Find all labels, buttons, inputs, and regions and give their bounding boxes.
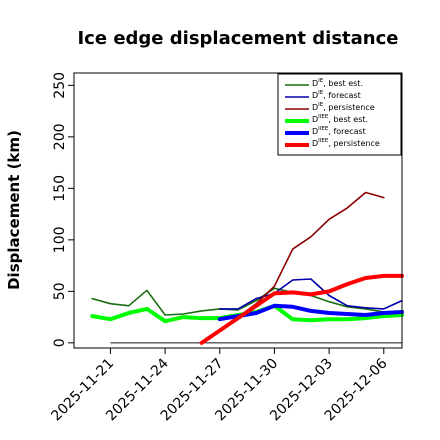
legend-entry: DIIEE, persistence — [312, 138, 380, 148]
y-tick-label: 0 — [52, 338, 68, 347]
y-tick-label: 100 — [52, 226, 68, 253]
series-line-1 — [91, 287, 403, 316]
legend-label: DIIEE, forecast — [312, 126, 366, 136]
series-line-2 — [219, 278, 403, 310]
legend-label: DIIEE, persistence — [312, 138, 380, 148]
legend-label: DIE, forecast — [312, 90, 361, 100]
y-tick-label: 250 — [52, 72, 68, 99]
legend-entry: DIE, best est. — [312, 78, 363, 88]
series-line-5 — [217, 303, 404, 322]
legend-entry: DIE, persistence — [312, 102, 375, 112]
y-axis-label: Displacement (km) — [5, 130, 23, 290]
legend-entry: DIIEE, forecast — [312, 126, 366, 136]
y-tick-label: 200 — [52, 123, 68, 150]
plot-area — [90, 191, 404, 345]
legend: DIE, best est. DIE, forecast DIE, persiste… — [277, 73, 402, 156]
legend-entry: DIE, forecast — [312, 90, 361, 100]
series-line-6 — [199, 273, 404, 345]
legend-entry: DIIEE, best est. — [312, 114, 369, 124]
legend-label: DIE, persistence — [312, 102, 375, 112]
legend-label: DIIEE, best est. — [312, 114, 369, 124]
plot-frame — [73, 72, 403, 349]
legend-label: DIE, best est. — [312, 78, 363, 88]
legend-box — [277, 73, 402, 156]
y-tick-label: 150 — [52, 175, 68, 202]
y-tick-label: 50 — [52, 282, 68, 300]
chart-title: Ice edge displacement distance — [77, 28, 398, 49]
